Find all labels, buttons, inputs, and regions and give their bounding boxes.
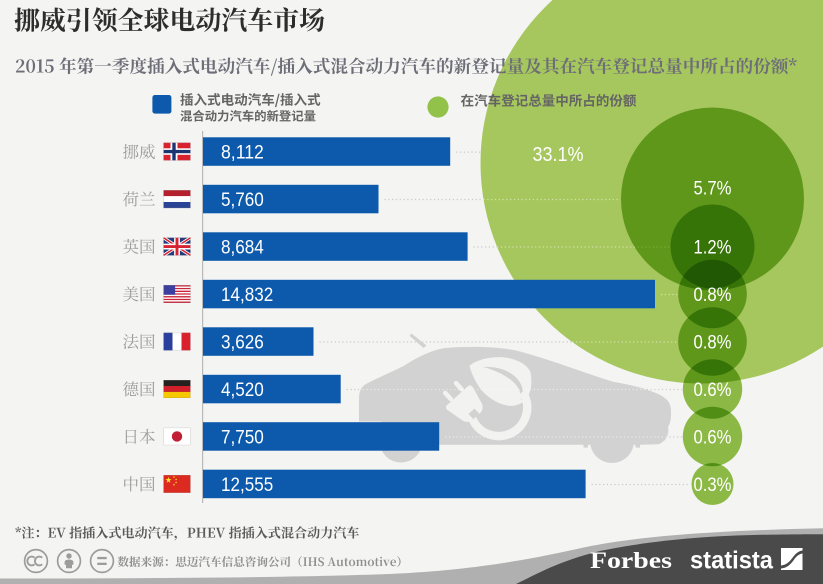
svg-text:statista: statista xyxy=(690,547,774,575)
svg-text:7,750: 7,750 xyxy=(221,427,264,448)
svg-text:12,555: 12,555 xyxy=(221,475,273,496)
svg-text:4,520: 4,520 xyxy=(221,380,264,401)
svg-text:5.7%: 5.7% xyxy=(694,178,732,199)
svg-text:0.8%: 0.8% xyxy=(694,332,732,353)
svg-text:0.8%: 0.8% xyxy=(694,285,732,306)
svg-text:8,684: 8,684 xyxy=(221,237,264,258)
svg-text:0.6%: 0.6% xyxy=(694,380,732,401)
svg-text:14,832: 14,832 xyxy=(221,285,273,306)
svg-text:Forbes: Forbes xyxy=(590,548,672,573)
svg-text:33.1%: 33.1% xyxy=(533,143,584,166)
svg-text:8,112: 8,112 xyxy=(221,143,264,164)
svg-text:5,760: 5,760 xyxy=(221,190,264,211)
svg-text:3,626: 3,626 xyxy=(221,332,264,353)
svg-text:1.2%: 1.2% xyxy=(694,237,732,258)
svg-text:0.6%: 0.6% xyxy=(694,427,732,448)
svg-text:0.3%: 0.3% xyxy=(694,475,732,496)
